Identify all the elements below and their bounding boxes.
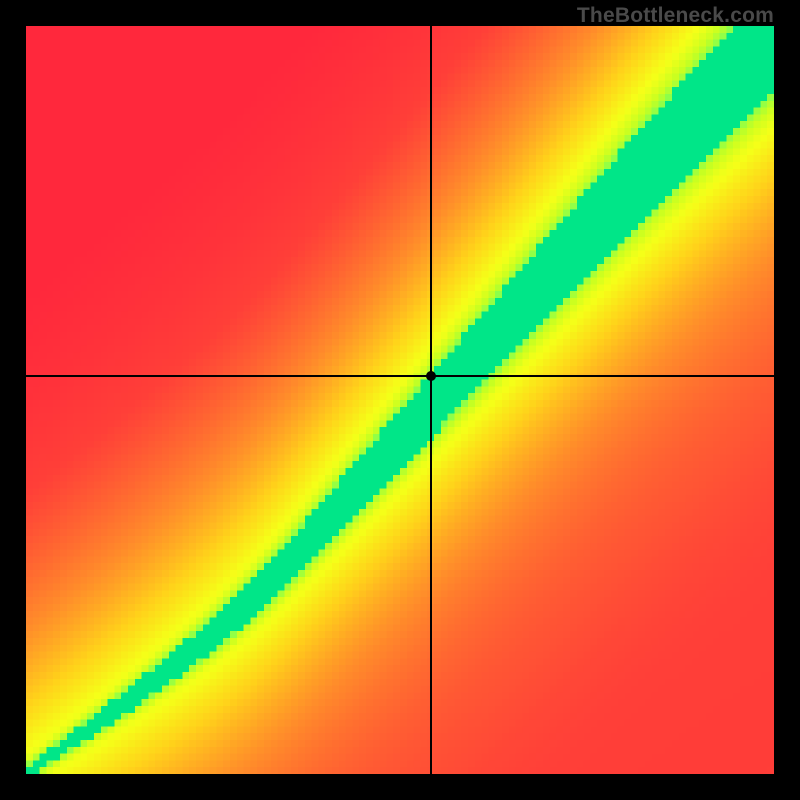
crosshair-vertical: [430, 26, 432, 774]
watermark-text: TheBottleneck.com: [577, 4, 774, 28]
heatmap-canvas: [26, 26, 774, 774]
heatmap-frame: [26, 26, 774, 774]
crosshair-dot: [426, 371, 436, 381]
crosshair-horizontal: [26, 375, 774, 377]
